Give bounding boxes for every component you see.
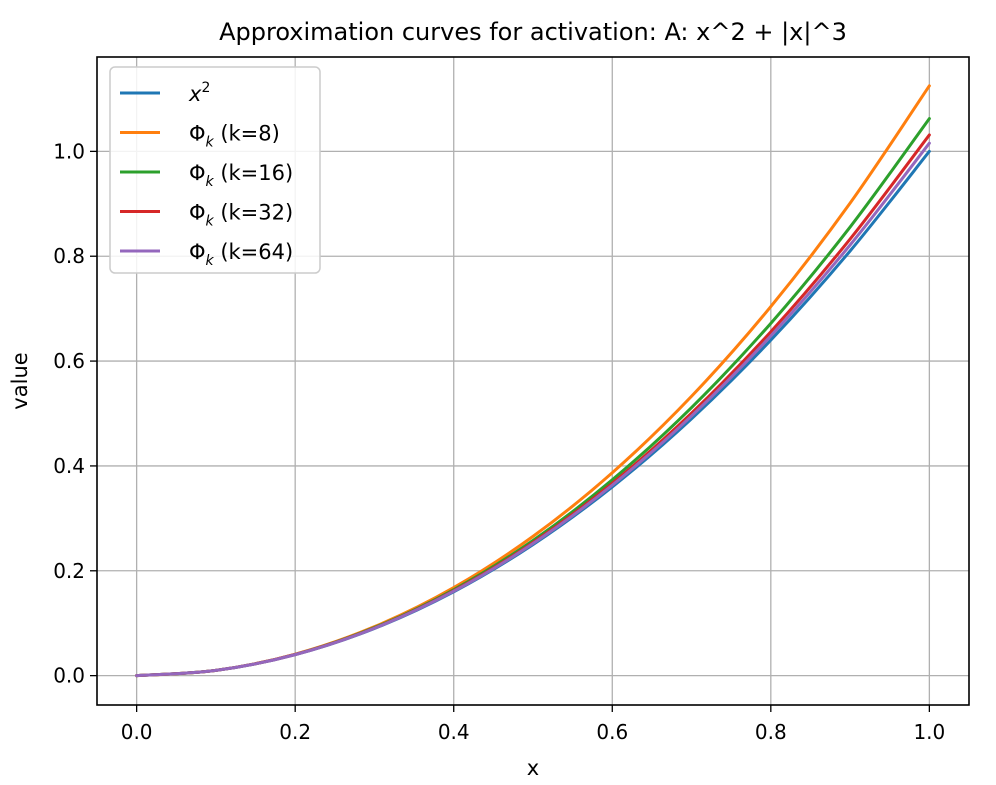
legend-label-subscript: k bbox=[206, 253, 215, 269]
x-tick-label: 0.0 bbox=[121, 720, 153, 744]
chart-title: Approximation curves for activation: A: … bbox=[219, 18, 847, 46]
legend-label-rest: (k=8) bbox=[214, 122, 280, 146]
legend-label-main: Φ bbox=[189, 201, 206, 225]
legend-label-subscript: k bbox=[206, 174, 215, 190]
x-tick-label: 0.2 bbox=[279, 720, 311, 744]
legend-label-superscript: 2 bbox=[201, 80, 210, 96]
y-tick-label: 1.0 bbox=[53, 139, 85, 163]
axes-frame bbox=[96, 56, 970, 706]
legend-label-2: Φk (k=16) bbox=[189, 161, 293, 190]
x-axis-label: x bbox=[527, 756, 539, 780]
x-tick-label: 0.8 bbox=[755, 720, 787, 744]
legend-label-main: Φ bbox=[189, 161, 206, 185]
legend-label-subscript: k bbox=[206, 135, 215, 151]
legend-label-main: Φ bbox=[189, 240, 206, 264]
y-ticks: 0.0 0.2 0.4 0.6 0.8 1.0 bbox=[53, 139, 97, 688]
legend-box bbox=[109, 66, 321, 274]
x-ticks: 0.0 0.2 0.4 0.6 0.8 1.0 bbox=[121, 705, 945, 744]
y-tick-label: 0.6 bbox=[53, 349, 85, 373]
legend-label-3: Φk (k=32) bbox=[189, 201, 293, 230]
x-tick-label: 0.4 bbox=[438, 720, 470, 744]
legend-label-main: Φ bbox=[189, 122, 206, 146]
y-tick-label: 0.0 bbox=[53, 664, 85, 688]
legend-label-0: x2 bbox=[188, 80, 210, 106]
legend-label-rest: (k=64) bbox=[214, 240, 294, 264]
legend-label-1: Φk (k=8) bbox=[189, 122, 280, 151]
legend-label-subscript: k bbox=[206, 214, 215, 230]
y-tick-label: 0.8 bbox=[53, 244, 85, 268]
plot-lines bbox=[135, 84, 931, 678]
x-tick-label: 0.6 bbox=[596, 720, 628, 744]
legend-label-main: x bbox=[188, 82, 202, 106]
y-tick-label: 0.2 bbox=[53, 559, 85, 583]
grid bbox=[97, 57, 969, 705]
series-line-4 bbox=[135, 141, 931, 678]
legend-label-rest: (k=32) bbox=[214, 201, 294, 225]
y-tick-label: 0.4 bbox=[53, 454, 85, 478]
y-axis-label: value bbox=[8, 352, 32, 409]
legend-label-4: Φk (k=64) bbox=[189, 240, 293, 269]
x-tick-label: 1.0 bbox=[913, 720, 945, 744]
legend-label-rest: (k=16) bbox=[214, 161, 294, 185]
